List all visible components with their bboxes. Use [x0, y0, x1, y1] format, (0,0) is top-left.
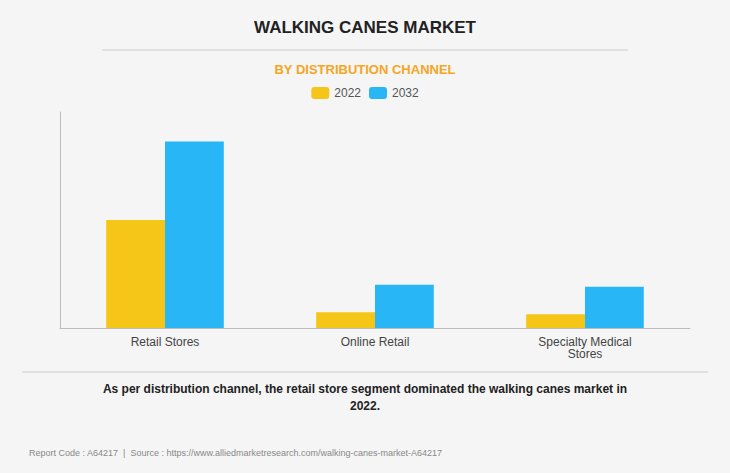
- svg-text:Online Retail: Online Retail: [341, 335, 410, 349]
- svg-text:WALKING CANES MARKET: WALKING CANES MARKET: [254, 18, 477, 37]
- svg-text:As per distribution channel, t: As per distribution channel, the retail …: [103, 382, 627, 396]
- svg-text:2022: 2022: [334, 86, 361, 100]
- svg-text:Stores: Stores: [568, 347, 603, 361]
- svg-text:BY DISTRIBUTION CHANNEL: BY DISTRIBUTION CHANNEL: [274, 62, 455, 77]
- svg-text:Report Code : A64217 | Sourc: Report Code : A64217 | Source : https://…: [29, 448, 442, 458]
- svg-text:Retail Stores: Retail Stores: [131, 335, 200, 349]
- svg-text:Specialty Medical: Specialty Medical: [538, 335, 632, 349]
- svg-text:2032: 2032: [392, 86, 419, 100]
- svg-text:2022.: 2022.: [350, 399, 380, 413]
